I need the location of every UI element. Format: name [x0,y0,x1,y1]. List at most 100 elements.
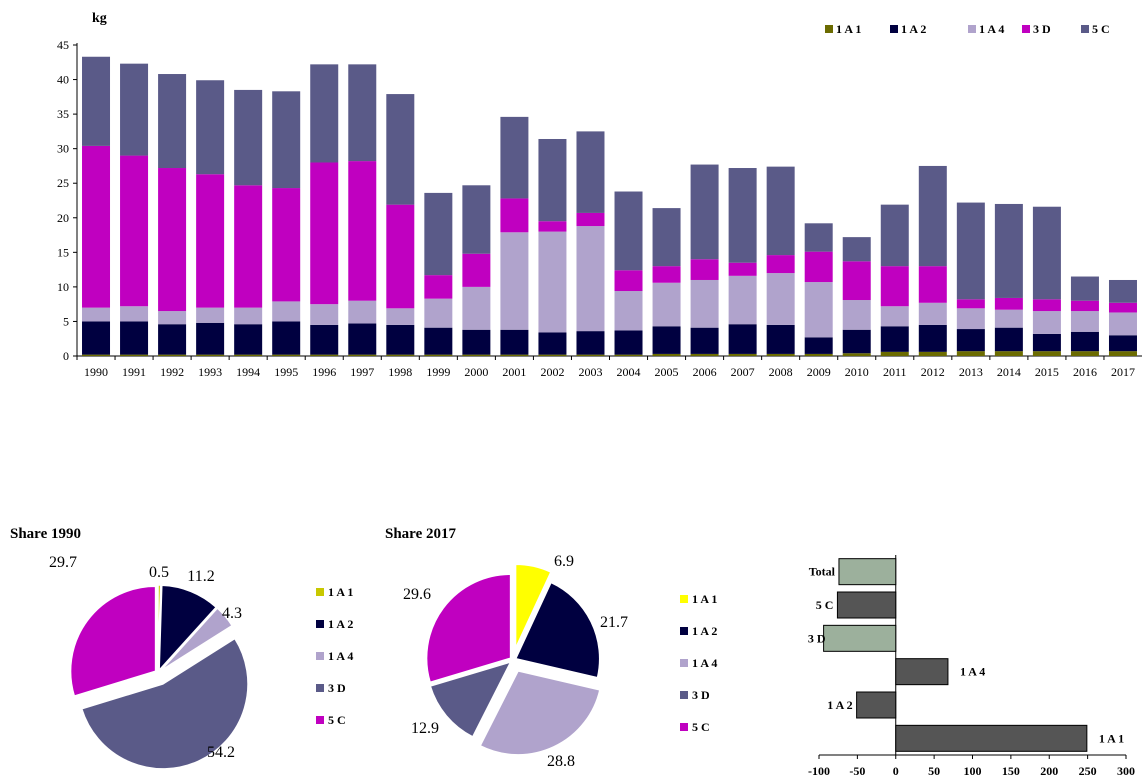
pie-slice-1A1 [157,584,162,671]
bar-segment-5C-2015 [1032,206,1061,300]
bar-segment-1A2-1992 [158,324,187,355]
bar-segment-5C-2007 [728,168,757,263]
change-bar-5 [895,724,1088,752]
bar-segment-1A4-2009 [804,282,833,338]
bar-segment-5C-1996 [310,64,339,163]
x-tick-label: 1991 [122,365,146,379]
pie-legend-label-3D: 3 D [328,681,346,695]
bar-segment-1A2-2014 [994,327,1023,352]
bar-segment-1A2-1997 [348,323,377,355]
x-tick-label: 50 [928,764,940,778]
bar-segment-1A4-2016 [1070,311,1099,332]
pie-title-2017: Share 2017 [385,526,456,542]
bar-segment-1A4-2011 [880,306,909,327]
bar-segment-5C-1993 [196,80,225,175]
bar-segment-5C-1990 [82,56,111,146]
pie-value-label-1A4: 28.8 [547,753,575,770]
y-tick-label: 35 [57,107,69,121]
y-tick-label: 25 [57,176,69,190]
x-tick-label: 2015 [1035,365,1059,379]
x-tick-label: 1994 [236,365,260,379]
x-tick-label: 1996 [312,365,336,379]
x-tick-label: 2014 [997,365,1021,379]
bar-segment-3D-1995 [272,188,301,302]
bar-segment-1A4-2002 [538,231,567,333]
bar-segment-1A1-2011 [880,351,909,356]
pie-legend-label-1A2: 1 A 2 [692,624,717,638]
bar-segment-1A1-2017 [1108,351,1137,356]
pie-slice-3D [429,660,513,738]
bar-segment-1A1-2003 [576,354,605,356]
bar-segment-3D-2012 [918,266,947,303]
bar-segment-1A2-2001 [500,329,529,355]
bar-segment-1A2-1994 [234,324,263,355]
bar-segment-1A1-2008 [766,353,795,356]
bar-segment-5C-2002 [538,138,567,222]
x-tick-label: 1998 [388,365,412,379]
x-tick-label: 2000 [464,365,488,379]
bar-segment-1A1-2013 [956,351,985,356]
pie-legend-label-5C: 5 C [328,713,346,727]
x-tick-label: 2005 [655,365,679,379]
bar-segment-1A1-1995 [272,354,301,356]
change-bar-2 [823,624,897,652]
bar-segment-1A2-2017 [1108,335,1137,352]
pie-legend-swatch-3D [680,691,688,699]
x-tick-label: 1999 [426,365,450,379]
change-bar-1 [836,591,897,619]
pie-legend-label-1A4: 1 A 4 [328,649,353,663]
x-tick-label: 2004 [617,365,641,379]
pie-slice-3D [80,637,249,770]
bar-segment-1A4-2006 [690,279,719,328]
bar-segment-1A4-2010 [842,300,871,330]
bar-segment-3D-2006 [690,259,719,280]
bar-segment-1A2-2011 [880,326,909,352]
bar-segment-1A1-1991 [120,354,149,356]
bar-segment-1A4-2013 [956,308,985,330]
change-category-label: 1 A 4 [960,665,985,679]
bar-segment-1A4-2000 [462,286,491,330]
bar-segment-1A4-2012 [918,302,947,325]
bar-segment-1A4-2001 [500,232,529,330]
legend-label-1A1: 1 A 1 [836,22,861,36]
bar-segment-1A2-1993 [196,322,225,355]
x-tick-label: -100 [808,764,830,778]
pie-value-label-5C: 29.7 [49,554,77,571]
x-tick-label: 2012 [921,365,945,379]
pie-slice-1A2 [158,584,218,673]
bar-segment-1A4-1999 [424,298,453,328]
bar-segment-5C-1998 [386,94,415,205]
bar-segment-1A1-2007 [728,353,757,356]
pie-chart-1990: Share 1990 0.5 11.2 4.3 54.2 29.7 1 A 1 1 A 2 1 … [10,526,353,770]
y-tick-label: 0 [63,349,69,363]
bar-segment-1A1-2014 [994,351,1023,356]
y-tick-label: 30 [57,142,69,156]
legend-swatch-1A1 [825,25,833,33]
bar-segment-5C-2008 [766,166,795,256]
x-tick-label: 0 [893,764,899,778]
x-tick-label: 1997 [350,365,374,379]
x-tick-label: 100 [964,764,982,778]
pie-value-label-3D: 12.9 [411,720,439,737]
y-axis-unit: kg [92,11,107,26]
bar-segment-1A2-1995 [272,321,301,355]
pie-legend-swatch-1A4 [316,652,324,660]
bar-segment-1A2-1996 [310,324,339,355]
legend-label-1A2: 1 A 2 [901,22,926,36]
legend-swatch-3D [1022,25,1030,33]
bar-segment-1A2-2007 [728,324,757,354]
pie-legend-label-1A2: 1 A 2 [328,617,353,631]
bar-segment-1A4-1993 [196,307,225,323]
bar-segment-5C-1999 [424,192,453,276]
y-tick-label: 40 [57,73,69,87]
legend-label-3D: 3 D [1033,22,1051,36]
x-tick-label: 2008 [769,365,793,379]
legend-label-1A4: 1 A 4 [979,22,1004,36]
bar-segment-1A4-1996 [310,304,339,325]
bar-segment-5C-1991 [120,63,149,156]
pie-value-label-3D: 54.2 [207,744,235,761]
bar-segment-3D-1994 [234,185,263,308]
bar-segment-1A1-1994 [234,354,263,356]
bar-segment-3D-2011 [880,266,909,307]
bar-segment-1A1-2010 [842,353,871,356]
